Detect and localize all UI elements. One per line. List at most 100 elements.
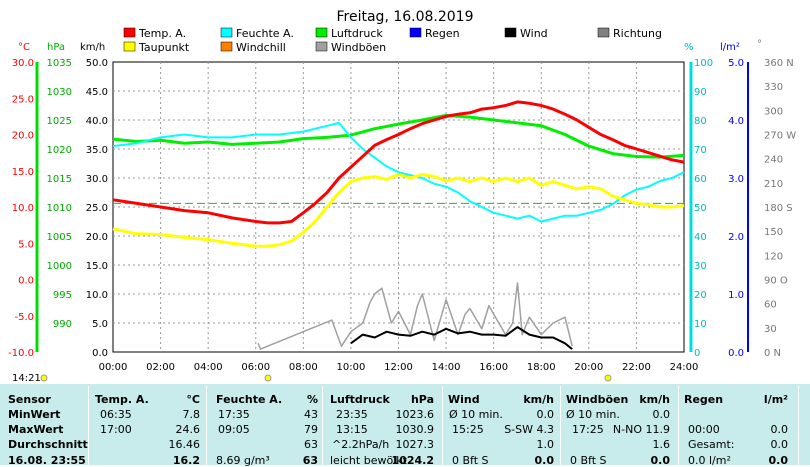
legend-swatch-2 — [315, 27, 328, 38]
stats-avg-gust-val: 1.6 — [652, 438, 671, 451]
direction-tick-9: 90 O — [764, 276, 788, 287]
stats-header-wind-unit: km/h — [523, 393, 554, 406]
rain-tick-3: 2.0 — [728, 232, 744, 243]
stats-current-rain-val: 0.0 — [768, 454, 789, 467]
legend-swatch-5 — [597, 27, 610, 38]
sun-marker-2 — [604, 374, 612, 382]
stats-header-gust-unit: km/h — [639, 393, 670, 406]
time-tick-0: 00:00 — [99, 362, 128, 373]
stats-current-label: 16.08. 23:55 — [8, 454, 86, 467]
stats-min-temp-time: 06:35 — [100, 408, 132, 421]
stats-min-pres-time: 23:35 — [336, 408, 368, 421]
pressure-tick-0: 1035 — [47, 58, 72, 69]
legend-label-6: Taupunkt — [138, 41, 190, 54]
humidity-tick-10: 0 — [694, 348, 700, 359]
direction-tick-2: 300 — [764, 106, 783, 117]
stats-header-hum-unit: % — [306, 393, 318, 406]
stats-max-rain-val: 0.0 — [770, 423, 789, 436]
wind-tick-1: 45.0 — [86, 87, 108, 98]
time-tick-11: 22:00 — [622, 362, 651, 373]
pressure-tick-9: 990 — [53, 319, 72, 330]
direction-tick-12: 0 N — [764, 348, 781, 359]
rain-tick-2: 3.0 — [728, 174, 744, 185]
stats-current-wind-bft: 0 Bft S — [452, 454, 489, 467]
legend-label-4: Wind — [520, 27, 548, 40]
pressure-tick-6: 1005 — [47, 232, 72, 243]
legend-label-5: Richtung — [613, 27, 662, 40]
time-tick-4: 08:00 — [289, 362, 318, 373]
humidity-unit: % — [684, 42, 694, 53]
temp-tick-0: 30.0 — [12, 58, 34, 69]
direction-tick-3: 270 W — [764, 131, 796, 142]
wind-tick-9: 5.0 — [92, 319, 108, 330]
legend-label-3: Regen — [425, 27, 460, 40]
sunrise-label: 14:21 — [12, 373, 41, 384]
legend-swatch-4 — [504, 27, 517, 38]
pressure-tick-3: 1020 — [47, 145, 72, 156]
direction-tick-11: 30 — [764, 324, 777, 335]
wind-tick-5: 25.0 — [86, 203, 108, 214]
legend-swatch-1 — [220, 27, 233, 38]
stats-min-label: MinWert — [8, 408, 61, 421]
stats-min-pres-val: 1023.6 — [395, 408, 435, 421]
direction-tick-4: 240 — [764, 155, 783, 166]
time-tick-2: 04:00 — [194, 362, 223, 373]
time-tick-3: 06:00 — [241, 362, 270, 373]
stats-current-hum-val: 63 — [302, 454, 318, 467]
legend-label-0: Temp. A. — [138, 27, 186, 40]
time-tick-9: 18:00 — [527, 362, 556, 373]
weather-chart: Freitag, 16.08.2019 Temp. A. Feuchte A. Luf… — [0, 9, 810, 384]
timeline-strip — [0, 372, 810, 384]
stats-max-gust-time: 17:25 — [572, 423, 604, 436]
stats-min-temp-val: 7.8 — [182, 408, 201, 421]
stats-current-hum-extra: 8.69 g/m³ — [216, 454, 270, 467]
wind-tick-4: 30.0 — [86, 174, 108, 185]
temp-tick-5: 5.0 — [18, 239, 34, 250]
sunrise-marker — [40, 374, 48, 382]
wind-tick-7: 15.0 — [86, 261, 108, 272]
rain-tick-5: 0.0 — [728, 348, 744, 359]
pressure-tick-7: 1000 — [47, 261, 72, 272]
humidity-tick-1: 90 — [694, 87, 707, 98]
chart-title: Freitag, 16.08.2019 — [337, 9, 474, 25]
temp-tick-1: 25.0 — [12, 94, 34, 105]
humidity-tick-0: 100 — [694, 58, 713, 69]
humidity-tick-4: 60 — [694, 174, 707, 185]
legend-swatch-0 — [123, 27, 136, 38]
sun-marker-1 — [264, 374, 272, 382]
temp-unit: °C — [18, 42, 30, 53]
rain-unit: l/m² — [720, 42, 740, 53]
direction-tick-1: 330 — [764, 82, 783, 93]
stats-avg-pres-time: ^2.2hPa/h — [332, 438, 390, 451]
wind-tick-2: 40.0 — [86, 116, 108, 127]
humidity-tick-8: 20 — [694, 290, 707, 301]
stats-avg-rain-time: Gesamt: — [688, 438, 735, 451]
stats-header-wind: Wind — [448, 393, 480, 406]
legend-label-7: Windchill — [236, 41, 286, 54]
direction-tick-10: 60 — [764, 300, 777, 311]
legend-swatch-6 — [123, 41, 136, 52]
stats-max-temp-val: 24.6 — [175, 423, 201, 436]
temp-tick-4: 10.0 — [12, 203, 34, 214]
stats-current-pres-val: 1024.2 — [391, 454, 434, 467]
stats-avg-wind-val: 1.0 — [536, 438, 555, 451]
series-luftdruck — [112, 113, 685, 159]
series-taupunkt — [112, 172, 685, 248]
wind-tick-8: 10.0 — [86, 290, 108, 301]
stats-max-pres-val: 1030.9 — [395, 423, 435, 436]
stats-header-hum: Feuchte A. — [216, 393, 283, 406]
stats-current-wind-val: 0.0 — [534, 454, 555, 467]
pressure-tick-8: 995 — [53, 290, 72, 301]
direction-unit: ° — [757, 39, 762, 50]
series-feuchte-a- — [112, 121, 685, 223]
stats-header-temp-unit: °C — [186, 393, 200, 406]
stats-header-gust: Windböen — [566, 393, 629, 406]
time-tick-6: 12:00 — [384, 362, 413, 373]
series-windb-en — [257, 282, 573, 350]
pressure-tick-5: 1010 — [47, 203, 72, 214]
stats-max-label: MaxWert — [8, 423, 64, 436]
temp-tick-8: -10.0 — [8, 348, 34, 359]
humidity-tick-9: 10 — [694, 319, 707, 330]
stats-current-temp-val: 16.2 — [172, 454, 200, 467]
stats-max-wind-val: S-SW 4.3 — [504, 423, 554, 436]
